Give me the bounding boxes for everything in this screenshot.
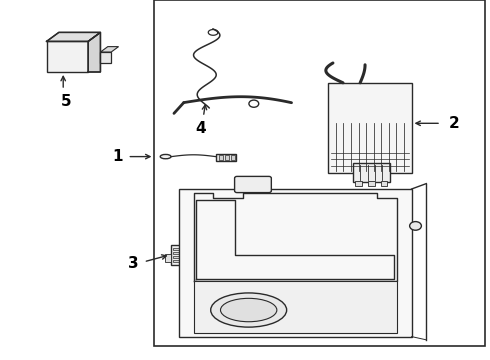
Bar xyxy=(194,280,397,333)
Ellipse shape xyxy=(220,298,277,322)
FancyBboxPatch shape xyxy=(235,176,271,193)
Bar xyxy=(154,0,485,346)
Bar xyxy=(173,260,199,262)
Bar xyxy=(202,254,208,262)
Text: 5: 5 xyxy=(60,94,71,109)
Bar xyxy=(353,163,390,182)
Polygon shape xyxy=(100,46,119,52)
Bar xyxy=(381,181,388,186)
Text: 4: 4 xyxy=(196,121,206,136)
Ellipse shape xyxy=(160,154,171,159)
Ellipse shape xyxy=(211,293,287,327)
Bar xyxy=(328,83,412,173)
Bar xyxy=(173,256,199,258)
Text: 3: 3 xyxy=(128,256,139,271)
Bar xyxy=(100,52,111,63)
Bar xyxy=(216,154,236,161)
Bar xyxy=(368,181,374,186)
Bar xyxy=(173,252,199,254)
Bar xyxy=(165,254,171,262)
Text: 2: 2 xyxy=(448,116,459,131)
Circle shape xyxy=(249,100,259,107)
Bar xyxy=(47,41,88,72)
Bar xyxy=(231,155,235,160)
Bar xyxy=(219,155,223,160)
Bar xyxy=(171,245,202,265)
Text: 1: 1 xyxy=(112,149,122,164)
Bar xyxy=(179,189,412,337)
Circle shape xyxy=(410,222,421,230)
Bar xyxy=(225,155,229,160)
Bar xyxy=(355,181,362,186)
Polygon shape xyxy=(88,32,100,72)
Bar xyxy=(173,248,199,251)
Polygon shape xyxy=(47,32,100,41)
